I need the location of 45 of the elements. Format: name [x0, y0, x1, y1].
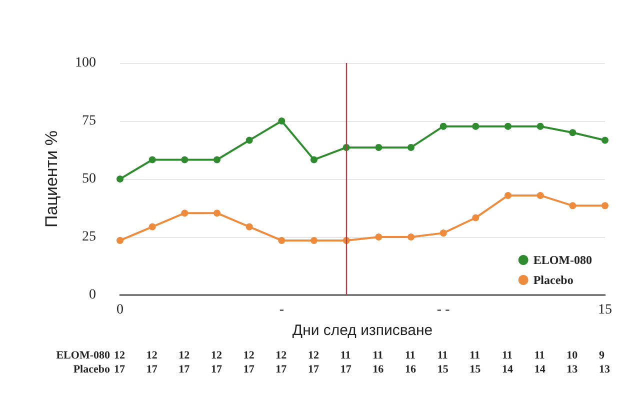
x-tick-label: 15: [598, 302, 612, 318]
y-axis-title: Пациенти %: [42, 130, 61, 228]
point: [408, 144, 414, 151]
point: [602, 202, 608, 210]
y-tick-label: 100: [75, 56, 96, 70]
point: [504, 122, 512, 130]
point: [214, 156, 220, 164]
legend-label: ELOM-080: [533, 253, 592, 267]
point: [278, 118, 286, 124]
point: [536, 192, 544, 199]
point: [148, 156, 156, 164]
x-tick-label: -: [279, 302, 284, 318]
point: [310, 236, 318, 244]
point: [246, 223, 253, 230]
point: [246, 136, 253, 144]
legend-label: Placebo: [533, 273, 574, 287]
y-tick-label: 0: [89, 288, 96, 302]
point: [375, 234, 382, 240]
y-tick-label: 50: [82, 172, 96, 186]
point: [214, 210, 220, 217]
point: [116, 176, 124, 182]
point: [440, 122, 447, 130]
y-tick-label: 75: [82, 114, 96, 128]
point: [440, 230, 447, 237]
point: [472, 214, 480, 222]
text: ELOM-080 12 12 12 12 12 12 12 11 11 11 11 11 11 11 10 9: [56, 350, 604, 362]
point: [375, 144, 382, 151]
y-tick-label: 25: [82, 230, 96, 244]
point: [278, 236, 286, 244]
point: [310, 156, 318, 164]
x-tick-label: 0: [116, 302, 124, 318]
x-tick-label: - -: [436, 302, 450, 318]
point: [569, 129, 576, 136]
point: [148, 223, 156, 230]
point: [504, 192, 512, 199]
point: [116, 236, 124, 244]
point: [408, 234, 414, 240]
point: [536, 122, 544, 130]
point: [569, 202, 576, 210]
point: [472, 122, 480, 130]
x-axis-title: Дни след изписване: [292, 322, 433, 339]
point: [181, 156, 188, 164]
point: [181, 210, 188, 217]
text: Placebo 17 17 17 17 17 17 17 17 16 16 15 15 14 14 13 13: [73, 364, 610, 376]
point: [602, 136, 608, 144]
